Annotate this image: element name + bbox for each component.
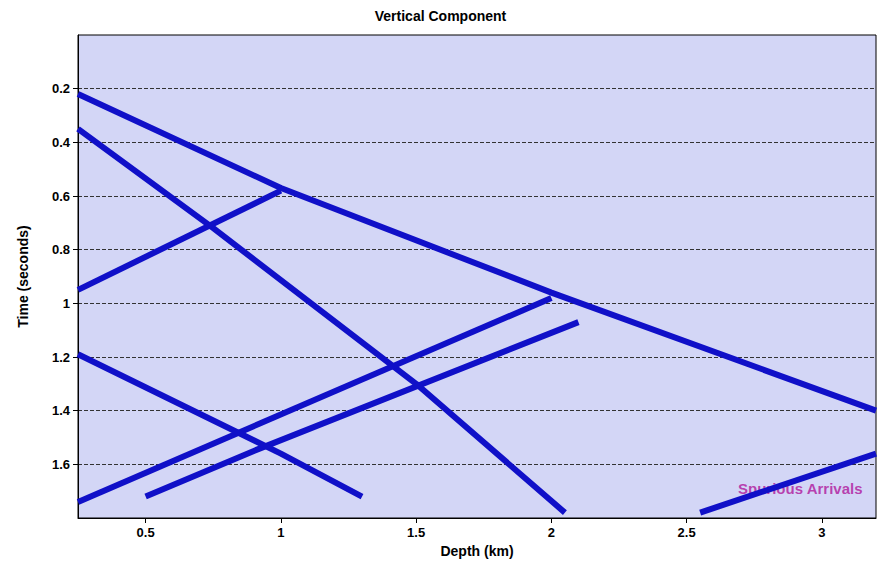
svg-text:Time (seconds): Time (seconds) bbox=[15, 225, 31, 327]
svg-text:1: 1 bbox=[63, 296, 70, 311]
svg-text:1.4: 1.4 bbox=[52, 403, 71, 418]
svg-text:0.4: 0.4 bbox=[52, 135, 71, 150]
svg-text:0.2: 0.2 bbox=[52, 81, 70, 96]
svg-text:2.5: 2.5 bbox=[678, 525, 696, 540]
svg-text:2: 2 bbox=[548, 525, 555, 540]
svg-text:1: 1 bbox=[277, 525, 284, 540]
svg-text:Vertical Component: Vertical Component bbox=[375, 8, 507, 24]
svg-text:0.5: 0.5 bbox=[137, 525, 155, 540]
svg-text:1.6: 1.6 bbox=[52, 457, 70, 472]
svg-text:3: 3 bbox=[818, 525, 825, 540]
svg-text:1.5: 1.5 bbox=[407, 525, 425, 540]
svg-text:0.6: 0.6 bbox=[52, 189, 70, 204]
svg-text:Depth (km): Depth (km) bbox=[440, 543, 513, 559]
svg-text:1.2: 1.2 bbox=[52, 350, 70, 365]
svg-text:Spurious Arrivals: Spurious Arrivals bbox=[738, 480, 863, 497]
svg-text:0.8: 0.8 bbox=[52, 242, 70, 257]
